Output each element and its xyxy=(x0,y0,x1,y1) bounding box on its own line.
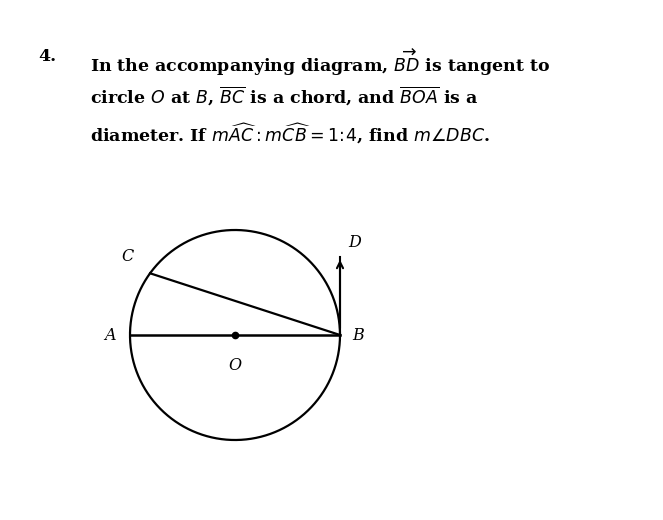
Text: B: B xyxy=(352,327,364,344)
Text: 4.: 4. xyxy=(38,48,56,65)
Text: diameter. If $m\widehat{AC}:m\widehat{CB} = 1\!:\!4$, find $m\angle DBC$.: diameter. If $m\widehat{AC}:m\widehat{CB… xyxy=(90,122,490,147)
Text: C: C xyxy=(122,248,134,265)
Text: In the accompanying diagram, $\overrightarrow{BD}$ is tangent to: In the accompanying diagram, $\overright… xyxy=(90,48,550,79)
Text: A: A xyxy=(105,327,116,344)
Text: O: O xyxy=(229,357,241,374)
Text: circle $O$ at $B$, $\overline{BC}$ is a chord, and $\overline{BOA}$ is a: circle $O$ at $B$, $\overline{BC}$ is a … xyxy=(90,85,479,108)
Text: D: D xyxy=(348,234,361,251)
